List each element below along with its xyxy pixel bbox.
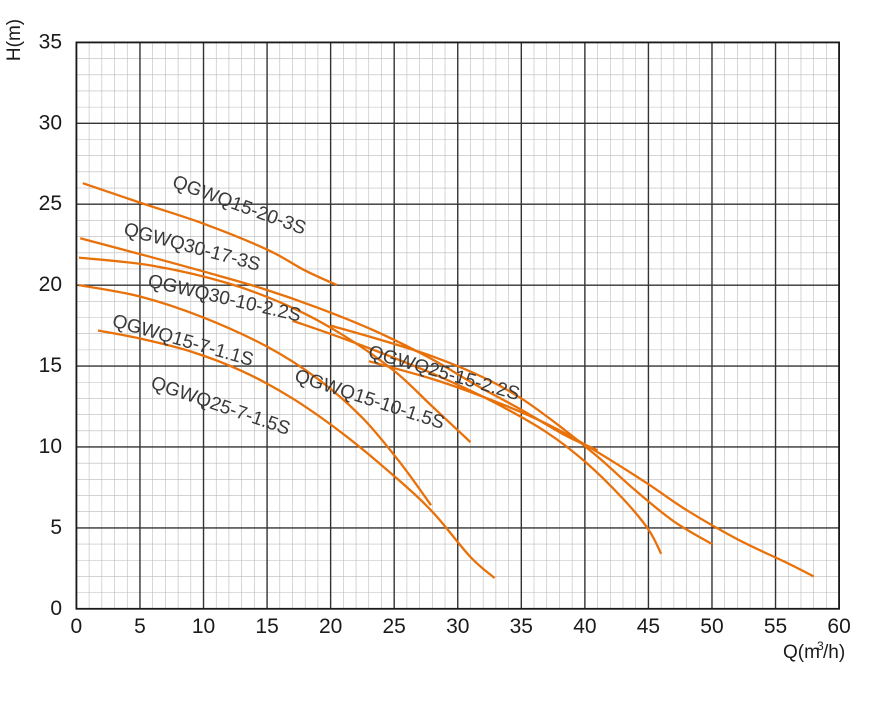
svg-text:35: 35 — [39, 30, 62, 53]
svg-text:QGWQ30-10-2.2S: QGWQ30-10-2.2S — [146, 271, 303, 327]
svg-text:15: 15 — [255, 615, 278, 638]
svg-text:10: 10 — [192, 615, 215, 638]
svg-text:25: 25 — [383, 615, 406, 638]
svg-text:30: 30 — [39, 111, 62, 134]
svg-text:35: 35 — [510, 615, 533, 638]
svg-text:H(m): H(m) — [4, 19, 25, 61]
svg-text:40: 40 — [573, 615, 596, 638]
svg-text:QGWQ15-7-1.1S: QGWQ15-7-1.1S — [110, 311, 256, 371]
svg-text:45: 45 — [637, 615, 660, 638]
svg-text:30: 30 — [446, 615, 469, 638]
svg-text:/h): /h) — [823, 642, 845, 663]
svg-text:Q(m: Q(m — [783, 642, 820, 663]
svg-text:QGWQ25-7-1.5S: QGWQ25-7-1.5S — [148, 373, 293, 440]
svg-text:25: 25 — [39, 192, 62, 215]
svg-text:15: 15 — [39, 354, 62, 377]
svg-text:60: 60 — [827, 615, 850, 638]
svg-text:QGWQ15-20-3S: QGWQ15-20-3S — [170, 172, 309, 240]
svg-text:10: 10 — [39, 435, 62, 458]
svg-text:5: 5 — [50, 516, 62, 539]
svg-text:0: 0 — [71, 615, 83, 638]
svg-text:0: 0 — [50, 597, 62, 620]
svg-text:5: 5 — [134, 615, 146, 638]
svg-text:50: 50 — [700, 615, 723, 638]
svg-text:55: 55 — [764, 615, 787, 638]
svg-text:20: 20 — [39, 273, 62, 296]
svg-text:20: 20 — [319, 615, 342, 638]
